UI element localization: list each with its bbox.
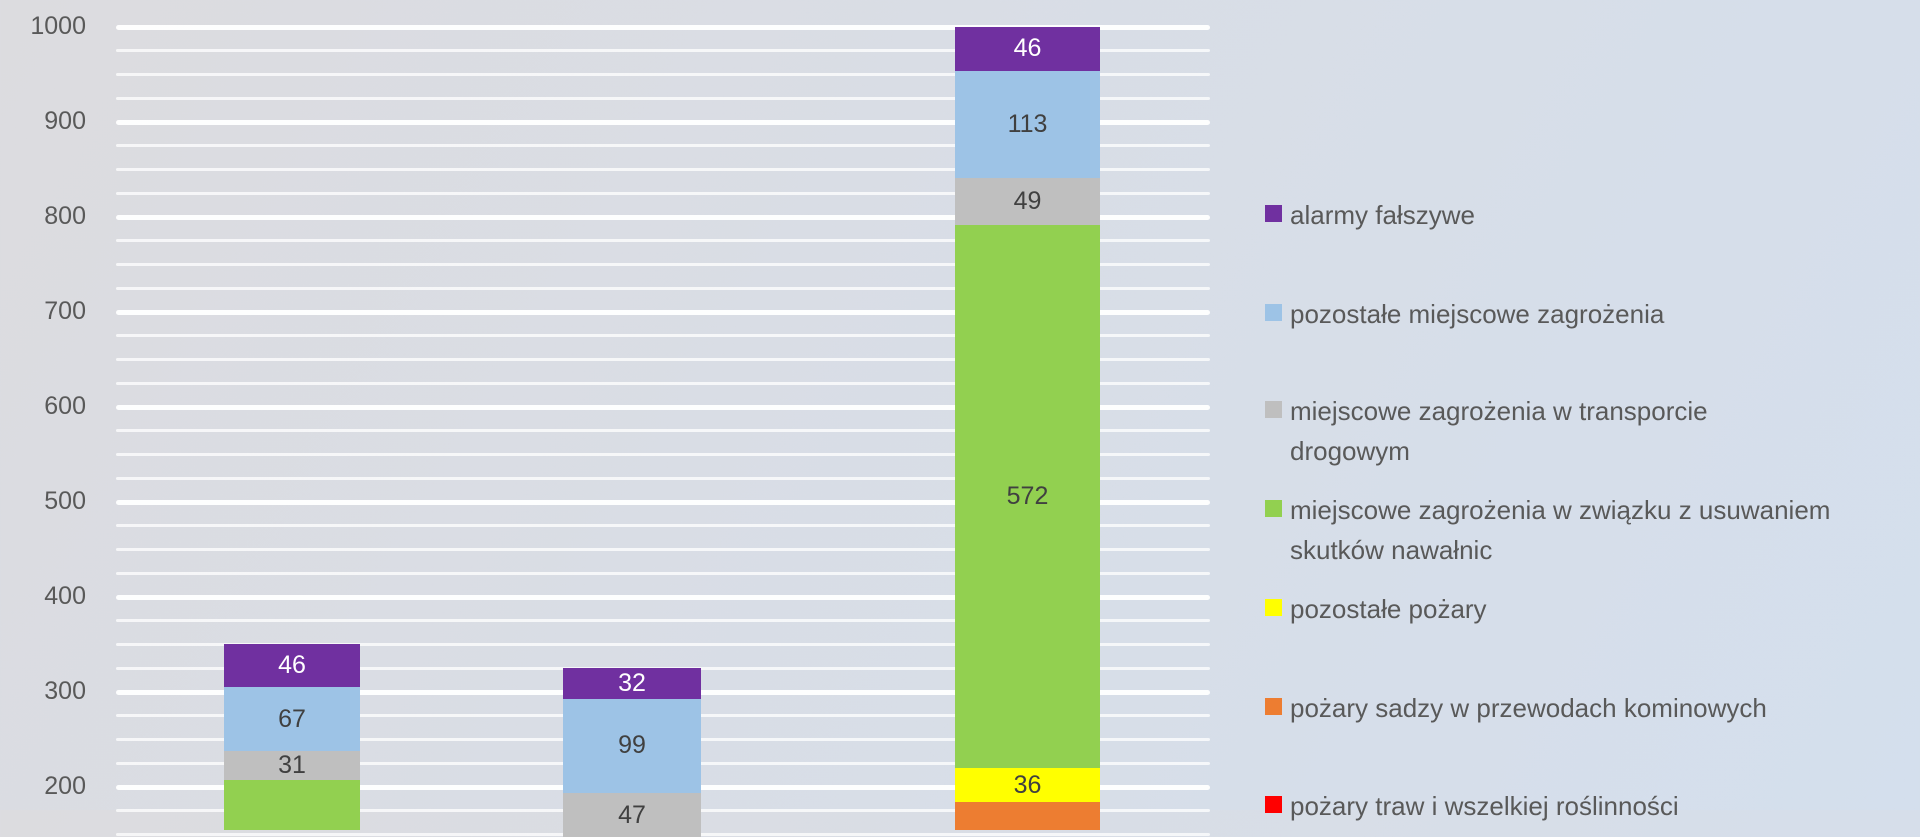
minor-gridline	[116, 73, 1210, 76]
minor-gridline	[116, 548, 1210, 551]
major-gridline	[116, 119, 1210, 125]
major-gridline	[116, 499, 1210, 505]
legend-label: miejscowe zagrożenia w transporcie drogo…	[1290, 396, 1708, 466]
bar-segment	[224, 780, 360, 830]
bar-segment: 67	[224, 687, 360, 751]
legend-swatch	[1265, 796, 1282, 813]
y-tick-label: 1000	[30, 12, 86, 40]
bar-segment	[955, 802, 1100, 830]
legend-swatch	[1265, 304, 1282, 321]
minor-gridline	[116, 476, 1210, 480]
y-tick-label: 600	[44, 392, 86, 420]
y-tick-label: 700	[44, 297, 86, 325]
legend-item-pozary-sadzy: pożary sadzy w przewodach kominowych	[1265, 688, 1910, 728]
minor-gridline	[116, 619, 1210, 623]
minor-gridline	[116, 191, 1210, 195]
minor-gridline	[116, 643, 1210, 646]
minor-gridline	[116, 524, 1210, 528]
minor-gridline	[116, 453, 1210, 456]
legend-label: alarmy fałszywe	[1290, 200, 1475, 230]
legend-label: pożary sadzy w przewodach kominowych	[1290, 693, 1767, 723]
bar-segment: 46	[224, 643, 360, 688]
minor-gridline	[116, 239, 1210, 243]
major-gridline	[116, 24, 1210, 30]
legend-swatch	[1265, 599, 1282, 616]
major-gridline	[116, 404, 1210, 410]
minor-gridline	[116, 381, 1210, 385]
y-tick-label: 200	[44, 772, 86, 800]
bar-segment: 572	[955, 224, 1100, 768]
legend-label: pozostałe miejscowe zagrożenia	[1290, 299, 1665, 329]
bar-segment: 99	[563, 698, 701, 793]
minor-gridline	[116, 334, 1210, 338]
bar-segment: 113	[955, 70, 1100, 179]
minor-gridline	[116, 168, 1210, 171]
minor-gridline	[116, 96, 1210, 100]
legend-item-pozostale-miejscowe-zagrozenia: pozostałe miejscowe zagrożenia	[1265, 294, 1910, 334]
y-tick-label: 800	[44, 202, 86, 230]
minor-gridline	[116, 49, 1210, 53]
major-gridline	[116, 214, 1210, 220]
legend-swatch	[1265, 500, 1282, 517]
y-tick-label: 400	[44, 582, 86, 610]
legend-item-nawalnice: miejscowe zagrożenia w związku z usuwani…	[1265, 490, 1910, 570]
stacked-bar-chart: 1000 900 800 700 600 500 400 300 200 46 67 31 32 99 4…	[30, 12, 1910, 837]
y-tick-label: 900	[44, 107, 86, 135]
y-tick-label: 500	[44, 487, 86, 515]
legend-label: pozostałe pożary	[1290, 594, 1487, 624]
bar-segment: 46	[955, 27, 1100, 71]
legend-item-pozostale-pozary: pozostałe pożary	[1265, 589, 1910, 629]
legend-label: pożary traw i wszelkiej roślinności	[1290, 791, 1679, 821]
minor-gridline	[116, 263, 1210, 266]
bar-segment: 49	[955, 178, 1100, 225]
major-gridline	[116, 594, 1210, 600]
bar-segment: 47	[563, 792, 701, 837]
minor-gridline	[116, 429, 1210, 433]
minor-gridline	[116, 144, 1210, 148]
minor-gridline	[116, 358, 1210, 361]
bar-segment: 31	[224, 750, 360, 781]
legend-item-pozary-traw: pożary traw i wszelkiej roślinności	[1265, 786, 1910, 826]
y-tick-label: 300	[44, 677, 86, 705]
legend-swatch	[1265, 698, 1282, 715]
legend-item-transport-drogowy: miejscowe zagrożenia w transporcie drogo…	[1265, 391, 1810, 471]
legend-label: miejscowe zagrożenia w związku z usuwani…	[1290, 495, 1831, 565]
major-gridline	[116, 309, 1210, 315]
legend-item-alarmy-falszywe: alarmy fałszywe	[1265, 195, 1910, 235]
bar-segment: 36	[955, 768, 1100, 803]
minor-gridline	[116, 571, 1210, 575]
legend-swatch	[1265, 401, 1282, 418]
minor-gridline	[116, 286, 1210, 290]
bar-segment: 32	[563, 668, 701, 699]
legend-swatch	[1265, 205, 1282, 222]
